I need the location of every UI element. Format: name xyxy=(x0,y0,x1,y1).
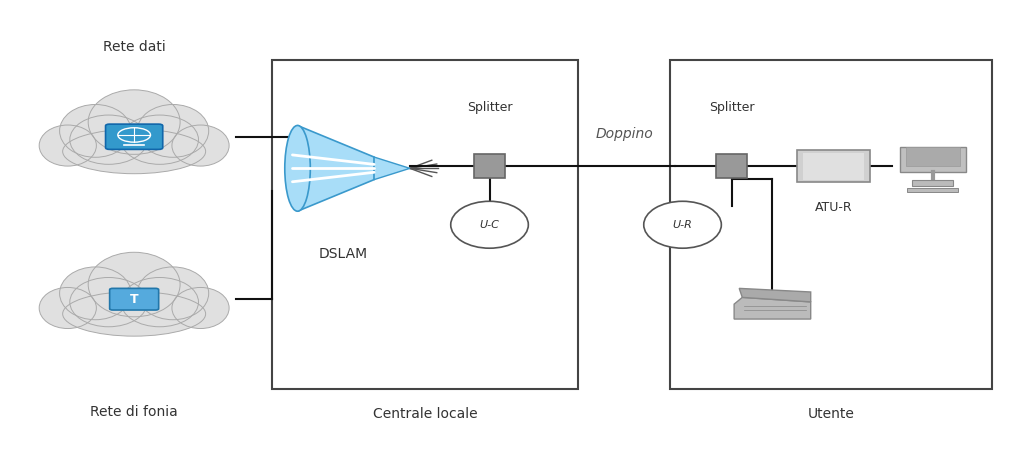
Ellipse shape xyxy=(59,104,131,157)
FancyBboxPatch shape xyxy=(905,148,959,166)
FancyBboxPatch shape xyxy=(899,147,966,172)
FancyBboxPatch shape xyxy=(671,60,992,390)
Polygon shape xyxy=(734,297,811,319)
Ellipse shape xyxy=(137,104,209,157)
Polygon shape xyxy=(374,157,410,180)
Ellipse shape xyxy=(285,125,310,211)
Ellipse shape xyxy=(137,267,209,320)
FancyBboxPatch shape xyxy=(912,180,953,186)
Ellipse shape xyxy=(59,267,131,320)
Text: Splitter: Splitter xyxy=(709,101,755,114)
Polygon shape xyxy=(298,125,374,211)
FancyBboxPatch shape xyxy=(797,150,870,183)
Text: Rete dati: Rete dati xyxy=(102,39,166,54)
Ellipse shape xyxy=(62,129,206,174)
Ellipse shape xyxy=(121,115,199,164)
Text: Splitter: Splitter xyxy=(467,101,512,114)
Ellipse shape xyxy=(88,90,180,154)
FancyBboxPatch shape xyxy=(272,60,579,390)
FancyBboxPatch shape xyxy=(105,124,163,149)
Ellipse shape xyxy=(172,125,229,166)
FancyBboxPatch shape xyxy=(907,188,958,192)
Text: Doppino: Doppino xyxy=(596,128,653,142)
FancyBboxPatch shape xyxy=(110,288,159,310)
Polygon shape xyxy=(739,288,811,302)
Text: Centrale locale: Centrale locale xyxy=(373,408,477,421)
Ellipse shape xyxy=(39,287,96,329)
Ellipse shape xyxy=(644,201,721,248)
Text: DSLAM: DSLAM xyxy=(318,247,368,261)
Ellipse shape xyxy=(70,115,147,164)
Text: ATU-R: ATU-R xyxy=(815,201,853,214)
FancyBboxPatch shape xyxy=(803,153,864,180)
Text: U-C: U-C xyxy=(479,220,500,230)
Ellipse shape xyxy=(88,252,180,317)
Ellipse shape xyxy=(451,201,528,248)
Ellipse shape xyxy=(39,125,96,166)
Ellipse shape xyxy=(62,291,206,336)
Text: U-R: U-R xyxy=(673,220,692,230)
FancyBboxPatch shape xyxy=(474,153,505,178)
Ellipse shape xyxy=(172,287,229,329)
Ellipse shape xyxy=(121,277,199,327)
Text: Utente: Utente xyxy=(808,408,855,421)
Text: Rete di fonia: Rete di fonia xyxy=(90,405,178,419)
Text: T: T xyxy=(130,293,138,306)
Ellipse shape xyxy=(70,277,147,327)
FancyBboxPatch shape xyxy=(716,153,746,178)
